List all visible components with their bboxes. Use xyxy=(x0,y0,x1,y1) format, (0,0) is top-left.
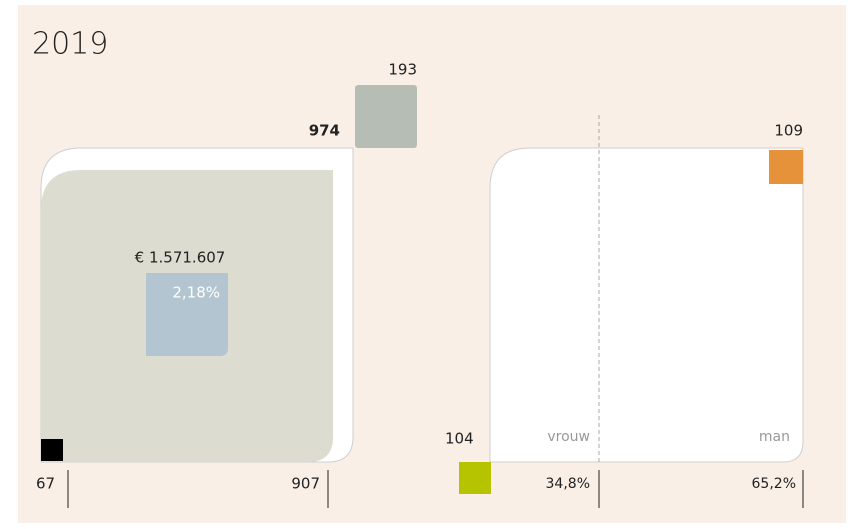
bottom-left-value: 67 xyxy=(36,475,55,493)
male-label: man xyxy=(759,429,790,445)
female-label: vrouw xyxy=(547,429,590,445)
female-share: 34,8% xyxy=(546,476,590,492)
title: 2019 xyxy=(32,27,108,62)
bottom-value: 104 xyxy=(445,430,474,448)
male-share: 65,2% xyxy=(752,476,796,492)
male-square xyxy=(769,150,803,184)
bottom-right-value: 907 xyxy=(291,475,320,493)
percentage-square xyxy=(146,273,228,356)
small-square xyxy=(41,439,63,461)
top-value: 109 xyxy=(774,122,803,140)
female-square xyxy=(459,462,491,494)
gender-square xyxy=(489,147,804,463)
amount: € 1.571.607 xyxy=(135,249,226,267)
top-square xyxy=(355,85,417,148)
total: 974 xyxy=(309,122,340,140)
top-value: 193 xyxy=(388,61,417,79)
percentage: 2,18% xyxy=(172,284,220,302)
